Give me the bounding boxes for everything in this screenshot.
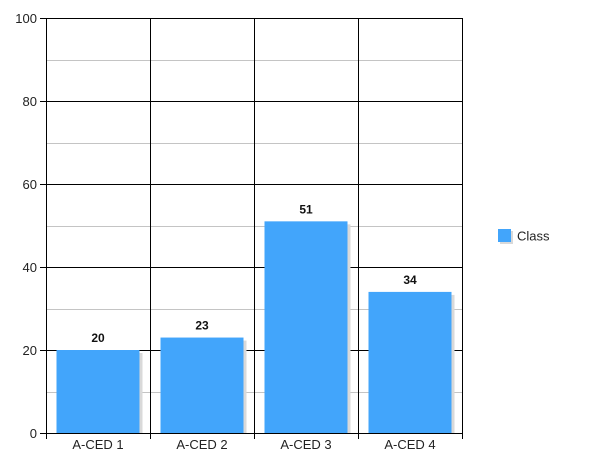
bar (56, 350, 140, 433)
data-label: 34 (403, 273, 417, 287)
y-tick-label: 100 (15, 11, 37, 26)
x-tick-label: A-CED 2 (176, 437, 227, 452)
data-label: 23 (195, 319, 209, 333)
legend: Class (498, 229, 550, 244)
labels: 0 20 40 60 80 100 20 A-CED 1 23 A-CED 2 51 A-CED 3 3… (15, 11, 435, 452)
legend-swatch (498, 229, 511, 242)
data-label: 20 (91, 331, 105, 345)
y-tick-label: 0 (30, 426, 37, 441)
x-tick-label: A-CED 4 (384, 437, 435, 452)
axes (46, 18, 462, 434)
x-tick-label: A-CED 1 (72, 437, 123, 452)
y-tick-label: 60 (23, 177, 37, 192)
bar (368, 291, 452, 433)
y-tick-label: 20 (23, 343, 37, 358)
bar (160, 337, 244, 433)
legend-label: Class (517, 229, 550, 244)
y-tick-label: 80 (23, 94, 37, 109)
bars (56, 221, 455, 433)
bar (264, 221, 348, 433)
y-tick-label: 40 (23, 260, 37, 275)
x-tick-label: A-CED 3 (280, 437, 331, 452)
data-label: 51 (299, 202, 313, 216)
